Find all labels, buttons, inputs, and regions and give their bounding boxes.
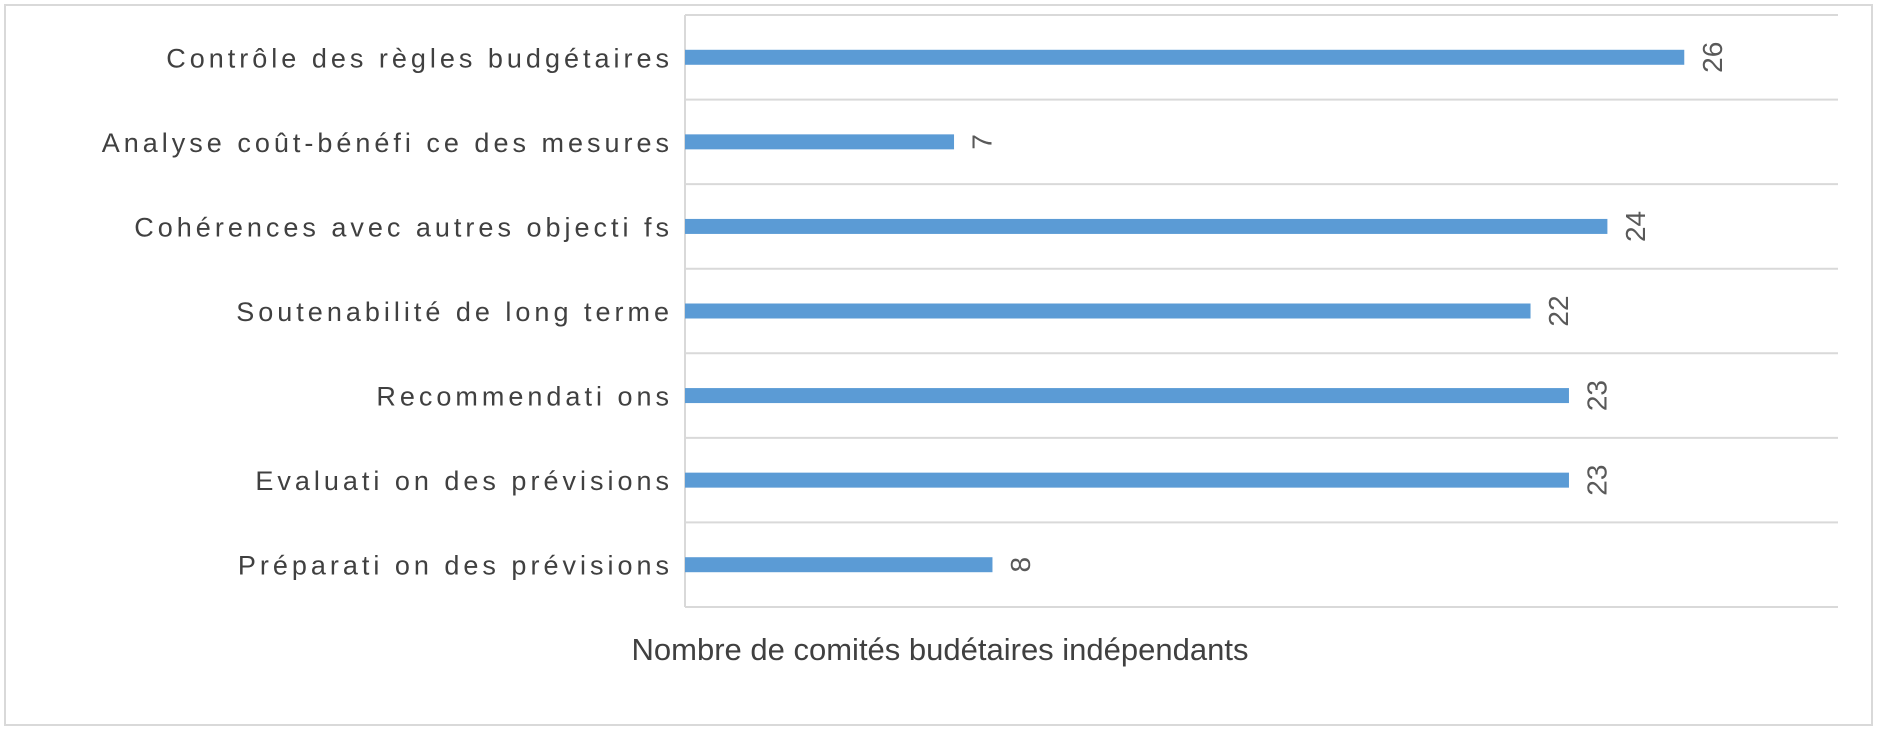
value-label: 22 <box>1543 295 1574 326</box>
value-label: 8 <box>1005 557 1036 573</box>
category-label: Analyse coût-bénéfi ce des mesures <box>102 128 673 158</box>
bar <box>685 472 1569 488</box>
category-label: Préparati on des prévisions <box>238 551 673 581</box>
chart-frame <box>4 4 1873 726</box>
bars <box>685 49 1685 573</box>
category-labels: Contrôle des règles budgétaires Analyse c… <box>102 43 673 581</box>
category-label: Cohérences avec autres objecti fs <box>134 212 673 242</box>
value-labels: 26 7 24 22 23 23 8 <box>967 42 1728 573</box>
value-label: 7 <box>967 134 998 150</box>
bar <box>685 557 993 573</box>
x-axis-title: Nombre de comités budétaires indépendant… <box>632 632 1249 667</box>
bar <box>685 49 1685 65</box>
category-label: Contrôle des règles budgétaires <box>166 43 673 73</box>
value-label: 23 <box>1581 465 1612 496</box>
category-label: Soutenabilité de long terme <box>236 297 673 327</box>
bar <box>685 218 1608 234</box>
category-label: Recommendati ons <box>376 382 673 412</box>
value-label: 23 <box>1581 380 1612 411</box>
bar <box>685 388 1569 404</box>
category-label: Evaluati on des prévisions <box>255 466 673 496</box>
bar <box>685 303 1531 319</box>
value-label: 24 <box>1620 211 1651 242</box>
value-label: 26 <box>1697 42 1728 73</box>
bar <box>685 134 955 150</box>
